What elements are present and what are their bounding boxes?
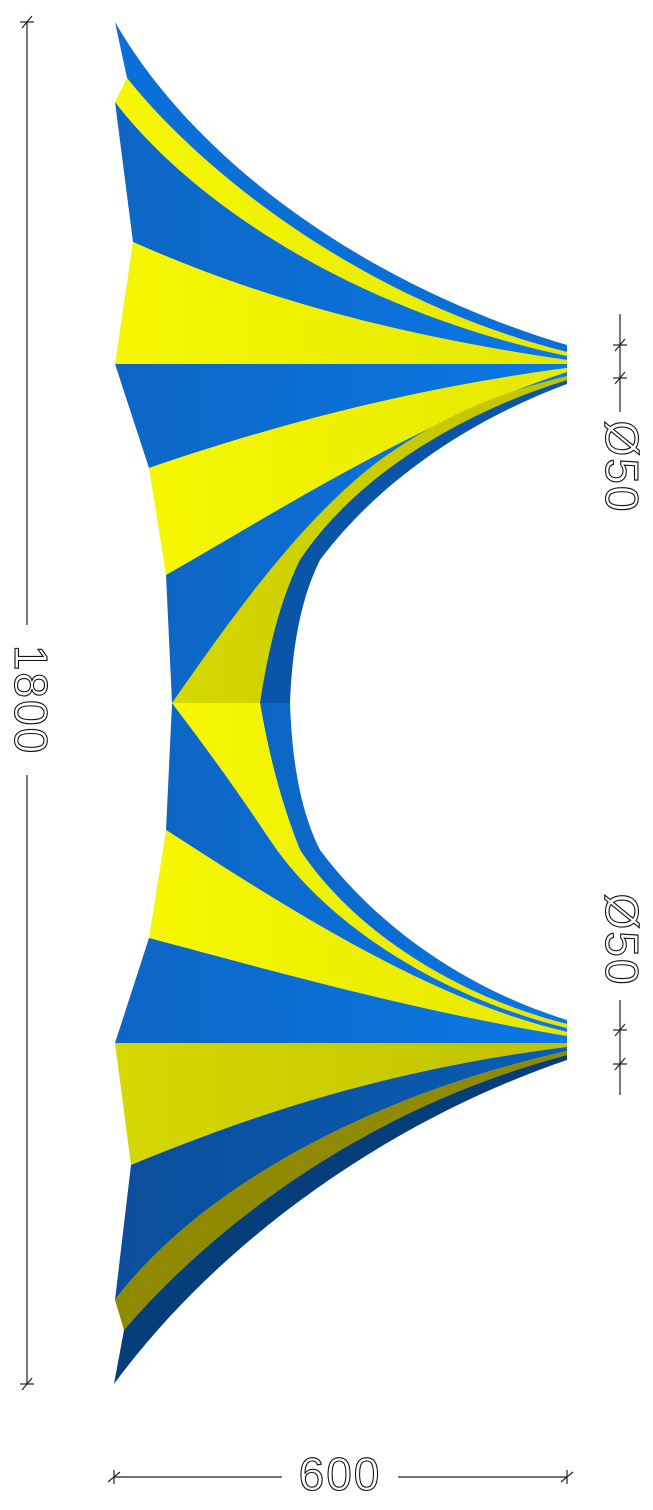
lower-blue-inner-fold [260, 703, 567, 1024]
width-tick-left-slash [107, 1471, 121, 1483]
upper-blue-inner-fold [260, 380, 567, 703]
upper-yellow-inner-fold [172, 376, 567, 703]
top-ring-tick-1-slash [614, 338, 626, 352]
width-dimension: 600 [107, 1448, 574, 1501]
upper-yellow-stripe-3 [149, 368, 567, 575]
width-dimension-label: 600 [299, 1448, 382, 1500]
upper-blue-stripe-3 [166, 372, 567, 703]
lower-yellow-stripe-3 [149, 830, 567, 1036]
bottom-ring-dimension: Ø50 [595, 893, 648, 1095]
lower-yellow-stripe-2 [115, 1043, 567, 1165]
upper-membrane-half [115, 22, 567, 703]
bottom-ring-dimension-label: Ø50 [596, 894, 648, 987]
height-tick-top-slash [21, 15, 33, 29]
top-ring-tick-2-slash [614, 371, 626, 385]
upper-yellow-stripe-2 [115, 242, 567, 364]
bottom-ring-tick-1-slash [614, 1023, 626, 1037]
lower-blue-stripe-1 [115, 1047, 567, 1300]
lower-membrane-half [114, 703, 567, 1384]
upper-blue-stripe-1 [115, 102, 567, 360]
top-ring-dimension-label: Ø50 [596, 421, 648, 514]
height-tick-bottom-slash [21, 1377, 33, 1391]
membrane-surface [114, 22, 567, 1384]
lower-blue-stripe-2 [115, 938, 567, 1043]
upper-blue-stripe-2 [115, 364, 567, 468]
height-dimension-label: 1800 [5, 645, 57, 755]
width-tick-right-slash [560, 1471, 574, 1483]
bottom-ring-tick-2-slash [614, 1057, 626, 1071]
lower-yellow-inner-fold [172, 703, 567, 1028]
top-ring-dimension: Ø50 [595, 314, 648, 514]
height-dimension: 1800 [4, 15, 57, 1391]
lower-blue-stripe-3 [166, 703, 567, 1032]
